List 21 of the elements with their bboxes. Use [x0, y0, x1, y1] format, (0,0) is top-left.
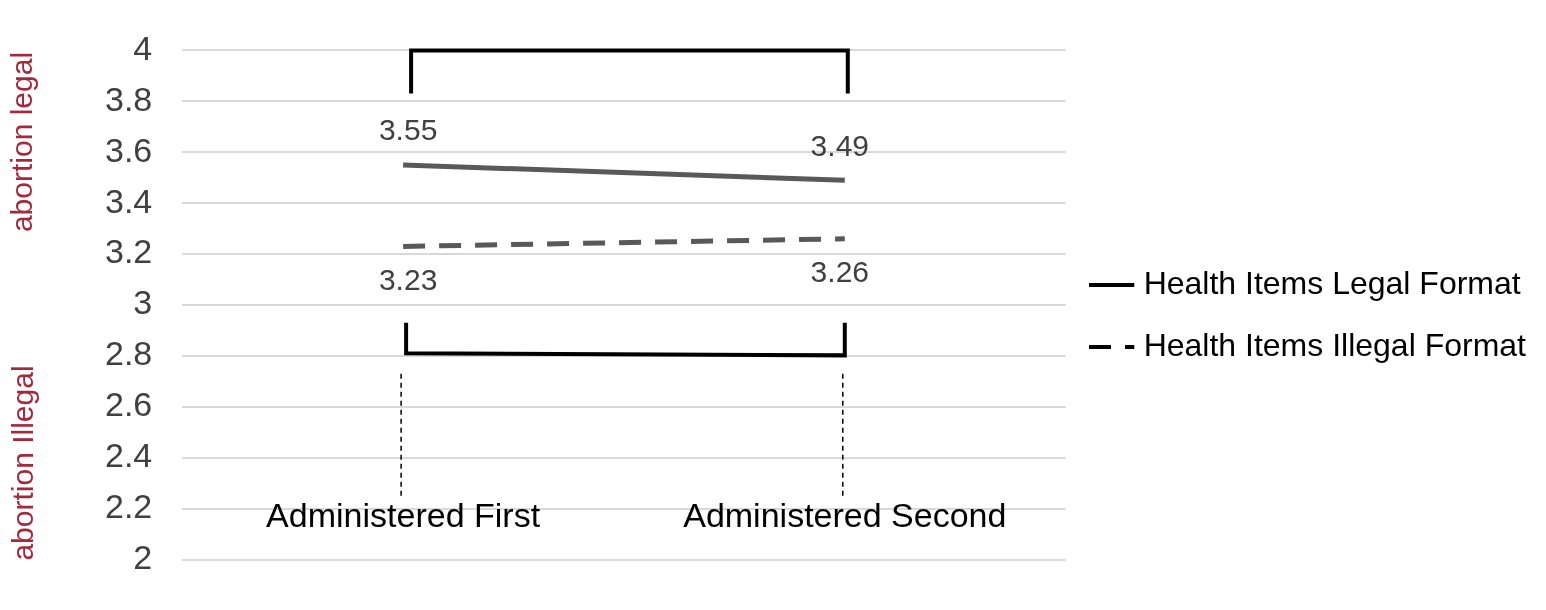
text: abortion Illegal: [5, 365, 40, 561]
y-tick-label: 3.8: [105, 79, 153, 118]
y-tick-label: 2.6: [105, 385, 153, 424]
y-tick-label: 2.4: [105, 436, 153, 475]
y-tick-label: 3.4: [105, 181, 153, 220]
y-tick-label: 4: [133, 28, 153, 67]
data-label: 3.49: [810, 128, 869, 162]
text: abortion legal: [5, 51, 40, 233]
y-tick-label: 2.2: [105, 487, 153, 526]
y-tick-label: 2: [133, 537, 153, 576]
text: Health Items Legal Format: [1143, 264, 1521, 301]
text: Health Items Illegal Format: [1143, 326, 1527, 363]
data-label: 3.23: [378, 262, 438, 296]
y-tick-label: 3.6: [105, 130, 153, 169]
x-tick-label: Administered Second: [683, 496, 1007, 535]
data-label: 3.26: [810, 255, 869, 289]
y-tick-label: 3: [133, 283, 153, 322]
y-tick-label: 2.8: [105, 334, 153, 373]
x-tick-label: Administered First: [266, 496, 541, 535]
y-tick-label: 3.2: [105, 232, 153, 271]
data-label: 3.55: [378, 113, 438, 147]
